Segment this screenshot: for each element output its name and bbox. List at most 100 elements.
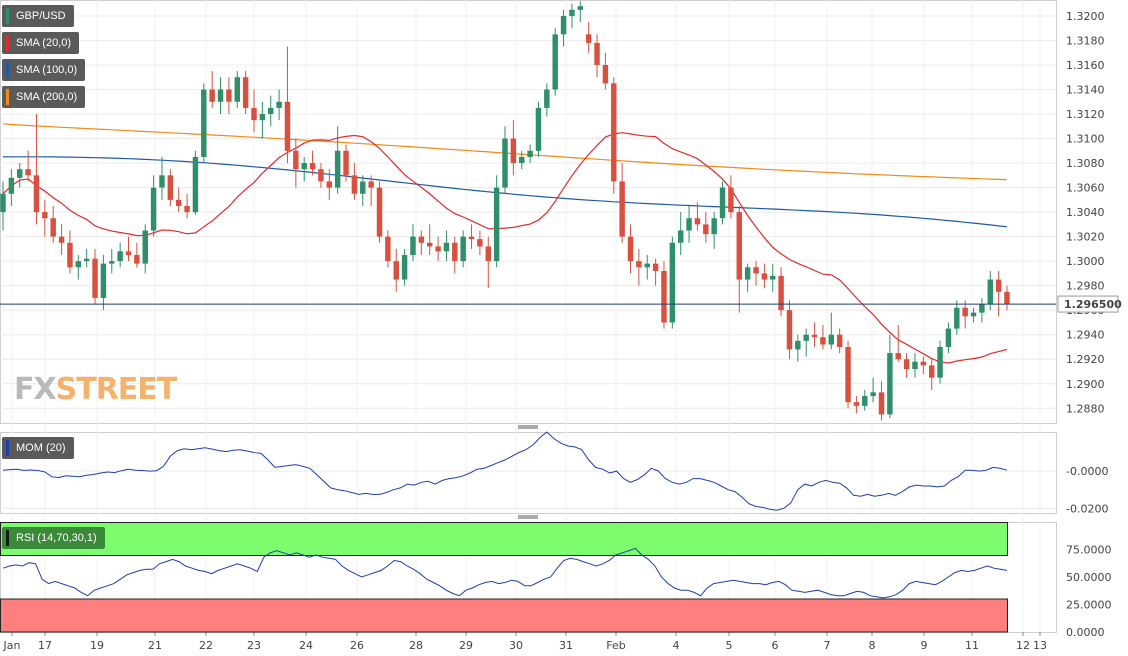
candle-body <box>979 304 985 313</box>
candle-body <box>368 181 374 188</box>
candle-body <box>544 89 550 108</box>
candle-body <box>159 175 165 188</box>
price-tick-label: 1.3020 <box>1066 231 1105 244</box>
candle-body <box>67 242 73 268</box>
candle-body <box>493 187 500 262</box>
candle-body <box>602 64 609 84</box>
candle-body <box>318 169 324 182</box>
candle-body <box>259 114 266 121</box>
candle-body <box>836 334 843 347</box>
candle-body <box>920 361 927 366</box>
candle-body <box>778 275 784 311</box>
candle-body <box>393 261 399 280</box>
time-tick-label: 4 <box>673 639 680 652</box>
candle-body <box>887 353 893 415</box>
candle-body <box>862 396 868 406</box>
last-price-label: 1.296500 <box>1064 298 1122 311</box>
candle-body <box>1004 291 1010 305</box>
candle-body <box>686 218 692 231</box>
time-tick-label: 29 <box>459 639 473 652</box>
candle-body <box>201 89 207 157</box>
candle-body <box>309 163 316 170</box>
candle-body <box>8 177 15 194</box>
time-tick-label: 23 <box>247 639 261 652</box>
candle-body <box>385 236 391 262</box>
sma200-label: SMA (200,0) <box>16 91 78 103</box>
candle-body <box>560 15 567 35</box>
price-tick-label: 1.2880 <box>1066 402 1105 415</box>
mom-tag[interactable]: MOM (20) <box>2 437 74 459</box>
time-tick-label: 17 <box>38 639 52 652</box>
last-price-box <box>1057 295 1119 313</box>
time-tick-label: 9 <box>921 639 928 652</box>
candle-body <box>527 150 533 157</box>
candle-body <box>17 169 23 178</box>
candle-body <box>100 263 107 298</box>
candle-body <box>937 346 943 378</box>
candle-body <box>828 334 835 345</box>
candle-body <box>585 34 592 43</box>
price-tick-label: 1.3040 <box>1066 206 1105 219</box>
candle-body <box>217 89 224 102</box>
candle-body <box>251 107 257 121</box>
candle-body <box>744 267 751 280</box>
sma200-tag[interactable]: SMA (200,0) <box>2 86 86 108</box>
candle-body <box>619 181 625 237</box>
candle-body <box>376 187 383 237</box>
symbol-tag[interactable]: GBP/USD <box>2 5 74 27</box>
rsi-swatch <box>6 530 9 546</box>
candle-body <box>644 263 650 268</box>
candle-body <box>652 263 659 271</box>
candle-body <box>820 337 826 345</box>
candle-body <box>109 261 115 264</box>
time-tick-label: 11 <box>965 639 979 652</box>
candle-body <box>276 101 282 108</box>
candle-body <box>903 359 910 370</box>
candle-body <box>134 255 140 264</box>
candle-body <box>42 212 48 219</box>
candle-body <box>326 181 333 188</box>
candle-body <box>418 236 425 243</box>
time-tick-label: Jan <box>3 639 21 652</box>
candle-body <box>569 9 575 16</box>
time-tick-label: 21 <box>148 639 162 652</box>
sma20-tag[interactable]: SMA (20,0) <box>2 32 80 54</box>
rsi-tick-label: 75.0000 <box>1066 544 1112 557</box>
rsi-tag[interactable]: RSI (14,70,30,1) <box>2 527 105 549</box>
candle-body <box>142 230 148 264</box>
candle-body <box>301 163 307 170</box>
time-tick-label: 6 <box>772 639 779 652</box>
candle-body <box>535 107 542 151</box>
candle-body <box>410 236 416 256</box>
candle-body <box>184 205 190 213</box>
rsi-tick-label: 25.0000 <box>1066 599 1112 612</box>
price-tick-label: 1.3100 <box>1066 133 1105 146</box>
price-tick-label: 1.3160 <box>1066 59 1105 72</box>
candle-body <box>677 230 684 243</box>
candle-body <box>786 310 793 350</box>
sma100-tag[interactable]: SMA (100,0) <box>2 59 86 81</box>
mom-line <box>2 431 1008 511</box>
time-tick-label: Feb <box>606 639 625 652</box>
candle-body <box>192 156 199 213</box>
candle-body <box>167 175 174 200</box>
rsi-tick-label: 0.0000 <box>1066 626 1105 639</box>
candle-body <box>58 236 65 243</box>
candle-body <box>962 307 968 317</box>
candle-body <box>753 267 759 274</box>
fxstreet-logo: FXSTREET <box>14 372 177 407</box>
candle-body <box>360 181 366 194</box>
price-tick-label: 1.3000 <box>1066 255 1105 268</box>
candle-body <box>209 89 215 102</box>
sma100-swatch <box>6 62 9 78</box>
mom-swatch <box>6 440 9 456</box>
candle-body <box>845 346 851 403</box>
candle-body <box>175 199 182 206</box>
time-tick-label: 28 <box>409 639 423 652</box>
price-tick-label: 1.3140 <box>1066 84 1105 97</box>
candle-body <box>468 236 475 240</box>
rsi-label: RSI (14,70,30,1) <box>16 532 97 544</box>
candle-body <box>895 353 901 360</box>
